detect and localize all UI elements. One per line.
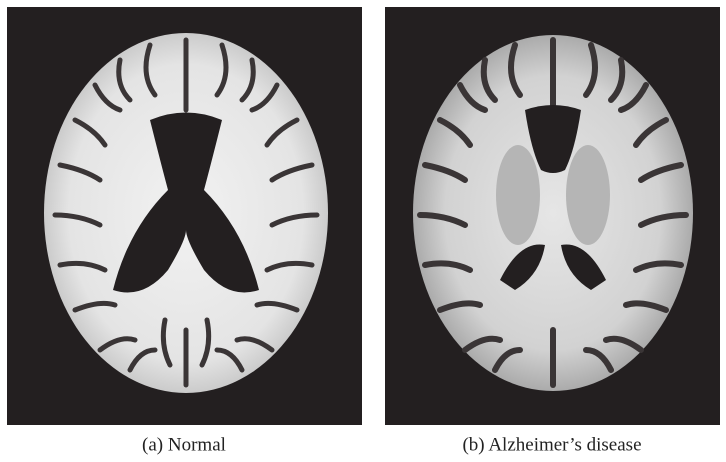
- basal-ganglia: [566, 145, 610, 245]
- caption: (a) Normal: [142, 434, 226, 455]
- figure: (a) Normal (b) Alzheimer’s disease: [0, 0, 726, 462]
- page: {"figure": {"panels": [{"caption": "(a) …: [0, 0, 726, 462]
- basal-ganglia: [496, 145, 540, 245]
- panel-alzheimers: [385, 7, 720, 425]
- caption: (b) Alzheimer’s disease: [462, 434, 641, 455]
- panel-normal: [7, 7, 362, 425]
